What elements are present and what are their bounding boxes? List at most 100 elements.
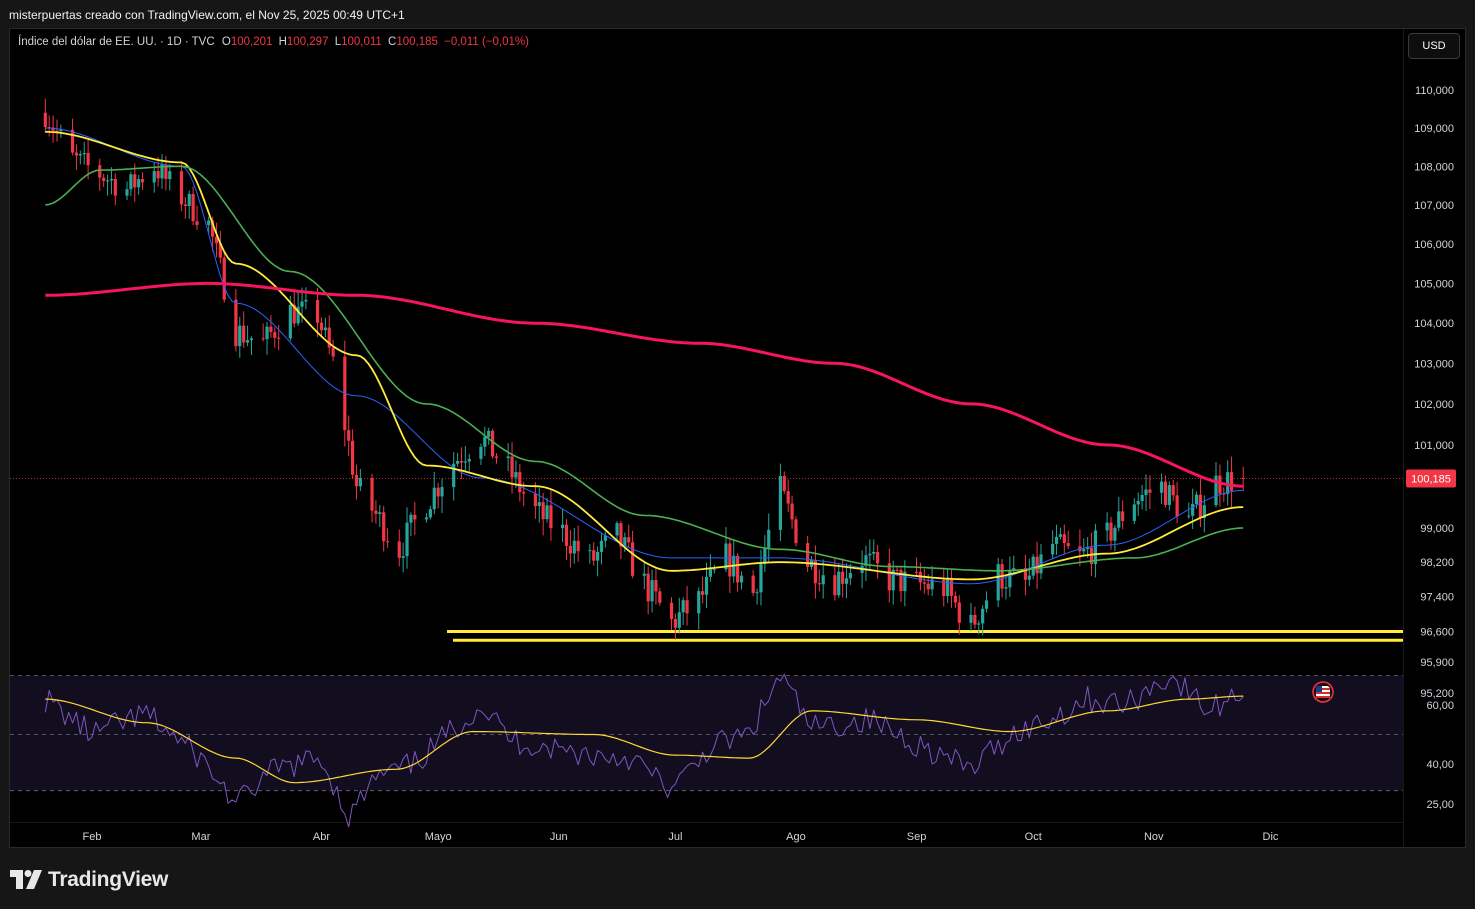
candle-body bbox=[487, 430, 491, 437]
candle-body bbox=[102, 177, 106, 182]
candle-body bbox=[844, 578, 849, 584]
symbol-legend[interactable]: Índice del dólar de EE. UU. · 1D · TVC O… bbox=[18, 36, 529, 48]
candle-body bbox=[385, 541, 390, 543]
candle-body bbox=[864, 555, 868, 566]
candle-body bbox=[977, 623, 981, 625]
candle-body bbox=[1012, 568, 1016, 571]
candle-body bbox=[646, 573, 650, 602]
price-axis-label: 102,000 bbox=[1414, 399, 1454, 411]
candle-body bbox=[778, 475, 783, 530]
candle-body bbox=[868, 553, 872, 556]
candle-body bbox=[463, 461, 467, 463]
candle-body bbox=[374, 510, 378, 514]
candle-body bbox=[953, 595, 958, 603]
candle-body bbox=[70, 129, 75, 153]
candle-body bbox=[876, 551, 880, 564]
candle-body bbox=[677, 612, 681, 628]
candle-body bbox=[806, 543, 810, 567]
low-label: L bbox=[334, 36, 342, 48]
candle-body bbox=[654, 580, 658, 592]
chart-caption: misterpuertas creado con TradingView.com… bbox=[9, 8, 405, 22]
candle-body bbox=[156, 171, 160, 179]
candle-body bbox=[627, 537, 631, 543]
candle-body bbox=[323, 327, 327, 331]
candle-body bbox=[1004, 587, 1008, 589]
price-axis-label: 106,000 bbox=[1414, 239, 1454, 251]
candle-body bbox=[319, 322, 324, 331]
candle-body bbox=[292, 304, 296, 324]
candle-body bbox=[164, 164, 168, 180]
rsi-axis-label: 60,00 bbox=[1426, 700, 1454, 712]
candle-body bbox=[658, 591, 662, 603]
candle-body bbox=[946, 579, 950, 596]
time-axis-label: Ago bbox=[786, 831, 806, 843]
time-axis-label: Feb bbox=[83, 831, 102, 843]
candle-body bbox=[564, 524, 569, 546]
candle-body bbox=[697, 591, 701, 614]
candle-body bbox=[59, 129, 63, 132]
candle-body bbox=[242, 325, 246, 343]
candle-body bbox=[218, 243, 222, 258]
time-axis-label: Dic bbox=[1263, 831, 1279, 843]
candle-body bbox=[631, 542, 635, 576]
candle-body bbox=[833, 575, 837, 596]
candle-body bbox=[1226, 472, 1230, 494]
candle-body bbox=[588, 550, 592, 552]
candle-body bbox=[207, 220, 211, 226]
candle-body bbox=[455, 461, 460, 464]
candle-body bbox=[152, 171, 156, 183]
ma-green-line bbox=[45, 165, 1244, 572]
candle-body bbox=[1187, 515, 1191, 517]
candle-body bbox=[1008, 570, 1012, 588]
change-value: −0,011 (−0,01%) bbox=[444, 36, 529, 48]
candle-body bbox=[382, 512, 386, 542]
candle-body bbox=[510, 456, 514, 478]
candle-body bbox=[300, 301, 304, 307]
candle-body bbox=[969, 614, 973, 623]
candle-body bbox=[708, 569, 712, 577]
candle-body bbox=[440, 487, 444, 497]
candle-body bbox=[949, 579, 954, 596]
price-axis-label: 95,900 bbox=[1420, 657, 1454, 669]
candle-body bbox=[903, 571, 907, 592]
candle-body bbox=[984, 600, 989, 609]
candle-body bbox=[245, 340, 250, 343]
candle-body bbox=[895, 569, 899, 571]
candle-body bbox=[685, 600, 689, 614]
open-value: 100,201 bbox=[230, 36, 273, 48]
candle-body bbox=[1066, 543, 1070, 547]
candle-body bbox=[210, 220, 215, 237]
low-value: 100,011 bbox=[341, 36, 382, 48]
candle-body bbox=[1132, 504, 1136, 521]
candle-body bbox=[848, 572, 853, 579]
last-price-badge-label: 100,185 bbox=[1411, 474, 1451, 486]
open-label: O bbox=[221, 36, 231, 48]
candle-body bbox=[642, 573, 646, 576]
candle-body bbox=[1117, 511, 1121, 528]
candle-body bbox=[409, 514, 413, 523]
ma-blue-line bbox=[45, 127, 1244, 585]
candle-body bbox=[751, 575, 755, 593]
currency-button[interactable]: USD bbox=[1408, 33, 1460, 59]
candle-body bbox=[1027, 575, 1031, 580]
candle-body bbox=[576, 540, 580, 552]
last-price-badge bbox=[1406, 469, 1456, 488]
candle-body bbox=[98, 165, 102, 178]
candle-body bbox=[125, 189, 129, 196]
chart-frame[interactable]: 110,000 109,000 108,000 107,000 106,000 105,0… bbox=[9, 28, 1467, 849]
price-axis-label: 109,000 bbox=[1414, 123, 1454, 135]
candle-body bbox=[996, 564, 1000, 601]
tradingview-logo[interactable]: TradingView bbox=[10, 866, 168, 894]
candle-body bbox=[467, 458, 471, 462]
candle-body bbox=[1198, 494, 1203, 518]
candle-body bbox=[370, 477, 374, 511]
candle-body bbox=[1093, 530, 1098, 565]
candle-body bbox=[596, 551, 600, 561]
candle-body bbox=[288, 304, 292, 339]
candle-body bbox=[401, 556, 405, 558]
candle-body bbox=[347, 430, 351, 441]
price-chart[interactable]: 110,000 109,000 108,000 107,000 106,000 105,0… bbox=[10, 29, 1467, 849]
price-axis-label: 107,000 bbox=[1414, 200, 1454, 212]
candle-body bbox=[183, 204, 187, 207]
candle-body bbox=[238, 325, 242, 347]
